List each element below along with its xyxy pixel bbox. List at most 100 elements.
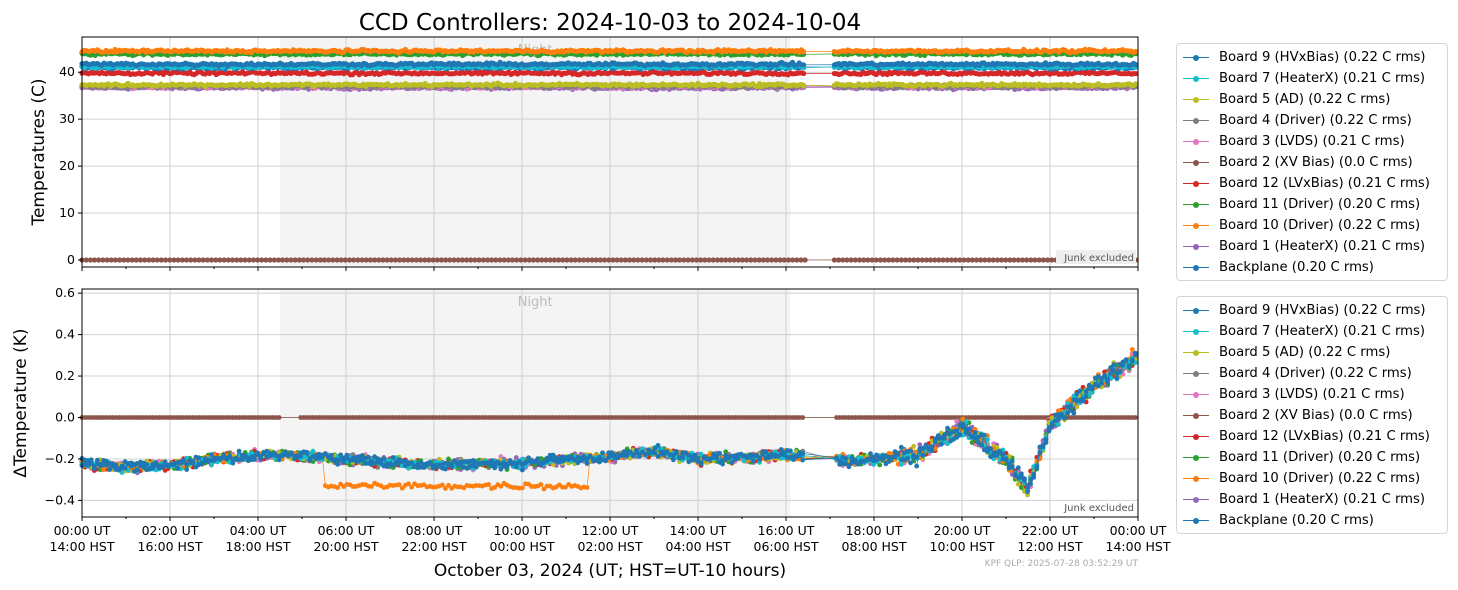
data-point xyxy=(606,257,612,263)
data-point xyxy=(246,257,252,263)
data-point xyxy=(844,257,850,263)
data-point xyxy=(167,257,173,263)
data-point xyxy=(585,257,591,263)
data-point xyxy=(1019,257,1026,263)
data-point xyxy=(898,257,904,263)
data-point xyxy=(468,257,474,263)
data-point xyxy=(622,257,629,263)
data-point xyxy=(154,257,160,263)
data-point xyxy=(397,257,403,263)
data-point xyxy=(539,257,545,263)
data-point xyxy=(117,257,123,263)
data-point xyxy=(1040,257,1046,263)
data-point xyxy=(522,257,528,263)
y-tick-label: 30 xyxy=(59,111,75,126)
data-point xyxy=(363,257,369,263)
data-point xyxy=(932,257,938,263)
data-point xyxy=(589,257,595,263)
data-point xyxy=(693,257,700,263)
data-point xyxy=(275,257,282,263)
data-point xyxy=(564,257,570,263)
top-x-ticks xyxy=(81,267,1139,271)
data-point xyxy=(610,257,616,263)
data-point xyxy=(923,257,930,263)
data-point xyxy=(313,257,319,263)
data-point xyxy=(472,257,478,263)
data-point xyxy=(723,257,729,263)
data-point xyxy=(464,257,470,263)
data-point xyxy=(894,257,900,263)
data-point xyxy=(96,257,102,263)
data-point xyxy=(702,257,708,263)
data-point xyxy=(321,257,327,263)
data-point xyxy=(305,257,311,263)
data-point xyxy=(882,257,888,263)
data-point xyxy=(706,257,712,263)
data-point xyxy=(990,257,996,263)
data-point xyxy=(777,257,783,263)
data-point xyxy=(856,257,863,263)
data-point xyxy=(953,257,959,263)
data-point xyxy=(342,257,348,263)
data-point xyxy=(530,257,537,263)
data-point xyxy=(794,257,800,263)
data-point xyxy=(890,257,896,263)
chart-title: CCD Controllers: 2024-10-03 to 2024-10-0… xyxy=(359,10,861,36)
data-point xyxy=(547,257,553,263)
data-point xyxy=(798,257,804,263)
data-point xyxy=(601,257,608,263)
data-point xyxy=(978,257,984,263)
data-point xyxy=(263,257,269,263)
data-point xyxy=(614,257,620,263)
data-point xyxy=(801,83,807,89)
data-point xyxy=(384,257,390,263)
data-point xyxy=(142,257,148,263)
data-point xyxy=(802,257,808,263)
data-point xyxy=(209,257,215,263)
data-point xyxy=(861,257,867,263)
data-point xyxy=(915,257,921,263)
data-point xyxy=(927,257,934,263)
data-point xyxy=(526,257,532,263)
data-point xyxy=(505,257,511,263)
data-point xyxy=(150,257,156,263)
data-point xyxy=(731,257,737,263)
y-tick-label: 10 xyxy=(59,205,75,220)
data-point xyxy=(919,257,925,263)
data-point xyxy=(192,257,198,263)
data-point xyxy=(359,257,365,263)
top-series-layer xyxy=(79,46,1139,263)
data-point xyxy=(338,257,344,263)
data-point xyxy=(280,257,286,263)
data-point xyxy=(948,257,955,263)
data-point xyxy=(200,257,206,263)
data-point xyxy=(944,257,950,263)
data-point xyxy=(886,257,892,263)
data-point xyxy=(936,257,942,263)
data-point xyxy=(91,257,98,263)
data-point xyxy=(480,257,486,263)
data-point xyxy=(769,257,775,263)
data-point xyxy=(121,257,127,263)
data-point xyxy=(748,257,754,263)
data-point xyxy=(1007,257,1013,263)
data-point xyxy=(179,257,185,263)
data-point xyxy=(714,257,721,263)
y-tick-label: 20 xyxy=(59,158,75,173)
data-point xyxy=(543,257,549,263)
y-tick-label: 0 xyxy=(67,252,75,267)
data-point xyxy=(125,257,131,263)
data-point xyxy=(137,257,144,263)
data-point xyxy=(660,257,666,263)
data-point xyxy=(158,257,164,263)
data-point xyxy=(551,257,557,263)
data-point xyxy=(801,70,807,77)
data-point xyxy=(271,257,277,263)
y-tick-label: 40 xyxy=(59,64,75,79)
data-point xyxy=(388,257,394,263)
data-point xyxy=(698,257,704,263)
data-point xyxy=(133,257,139,263)
data-point xyxy=(681,257,687,263)
data-point xyxy=(451,257,457,263)
